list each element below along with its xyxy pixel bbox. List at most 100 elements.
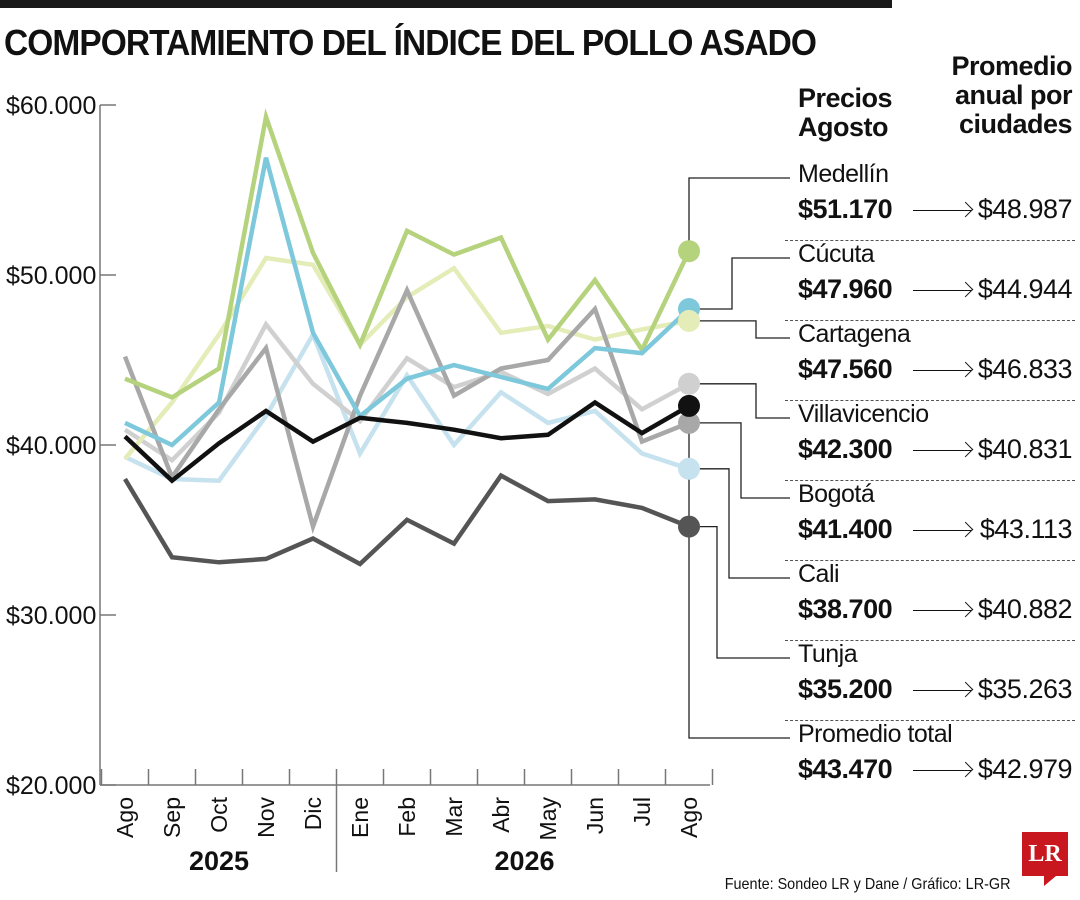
x-tick-label: Jun xyxy=(582,797,608,834)
end-point-medellin xyxy=(678,240,700,263)
leader-line-promedio-total xyxy=(688,405,790,739)
leader-line-tunja xyxy=(689,525,790,659)
annual-average: $40.831 xyxy=(977,434,1073,464)
city-name: Villavicencio xyxy=(798,400,929,428)
arrow-line xyxy=(913,690,971,691)
city-name: Cúcuta xyxy=(798,240,875,268)
city-name: Promedio total xyxy=(798,720,953,748)
row-separator xyxy=(785,320,1075,321)
row-separator xyxy=(785,480,1075,481)
arrow-icon xyxy=(957,281,974,298)
y-tick-label: $20.000 xyxy=(6,772,96,800)
august-price: $41.400 xyxy=(798,514,893,544)
city-name: Cartagena xyxy=(798,320,911,348)
annual-average: $35.263 xyxy=(977,674,1073,704)
arrow-icon xyxy=(957,521,974,538)
city-row: Cúcuta $47.960 $44.944 xyxy=(798,240,1074,320)
arrow-line xyxy=(913,610,971,611)
series-line-tunja xyxy=(123,472,690,567)
august-price: $47.560 xyxy=(798,354,893,384)
city-name: Medellín xyxy=(798,160,889,188)
series-line-cartagena xyxy=(123,255,690,461)
prices-header: Precios Agosto xyxy=(798,83,893,142)
arrow-line xyxy=(913,450,971,451)
source-note: Fuente: Sondeo LR y Dane / Gráfico: LR-G… xyxy=(724,876,1010,893)
annual-average: $42.979 xyxy=(977,754,1073,784)
y-tick-label: $50.000 xyxy=(6,262,96,290)
annual-average: $48.987 xyxy=(977,194,1073,224)
top-rule xyxy=(0,0,892,8)
leader-line-villavicencio xyxy=(689,383,790,419)
x-tick-label: Oct xyxy=(206,796,232,832)
lr-logo: LR xyxy=(1022,832,1068,876)
arrow-icon xyxy=(957,201,974,218)
row-separator xyxy=(785,720,1075,721)
line-chart: $20.000 $30.000 $40.000 $50.000 $60.000 Ago Se… xyxy=(6,92,790,876)
x-tick-label: Mar xyxy=(441,797,467,837)
arrow-icon xyxy=(957,441,974,458)
arrow-icon xyxy=(957,681,974,698)
x-tick-label: Ago xyxy=(676,797,702,838)
row-separator xyxy=(785,240,1075,241)
leader-line-bogota xyxy=(689,422,790,499)
august-price: $35.200 xyxy=(798,674,893,704)
annual-average: $40.882 xyxy=(977,594,1073,624)
annual-average: $44.944 xyxy=(977,274,1073,304)
arrow-line xyxy=(913,530,971,531)
leader-line-cartagena xyxy=(689,320,790,339)
august-price: $42.300 xyxy=(798,434,893,464)
arrow-icon xyxy=(957,601,974,618)
x-tick-label: Sep xyxy=(159,797,185,838)
city-name: Cali xyxy=(798,560,840,588)
city-row: Promedio total $43.470 $42.979 xyxy=(798,720,1074,800)
x-tick-label: Abr xyxy=(488,797,514,833)
y-tick-label: $40.000 xyxy=(6,432,96,460)
arrow-icon xyxy=(957,761,974,778)
arrow-line xyxy=(913,290,971,291)
august-price: $43.470 xyxy=(798,754,893,784)
end-point-cali xyxy=(678,457,700,480)
leader-line-cucuta xyxy=(689,257,790,310)
end-point-promedio-total xyxy=(678,394,700,417)
arrow-line xyxy=(913,770,971,771)
y-tick-label: $60.000 xyxy=(6,92,96,120)
city-row: Cartagena $47.560 $46.833 xyxy=(798,320,1074,400)
series-line-promedio-total xyxy=(123,399,691,484)
arrow-line xyxy=(913,210,971,211)
end-point-bogota xyxy=(678,411,700,434)
city-row: Bogotá $41.400 $43.113 xyxy=(798,480,1074,560)
x-tick-label: May xyxy=(535,797,561,841)
end-point-villavicencio xyxy=(678,372,700,395)
series-line-cucuta xyxy=(124,157,691,448)
city-row: Medellín $51.170 $48.987 xyxy=(798,160,1074,240)
row-separator xyxy=(785,640,1075,641)
arrow-icon xyxy=(957,361,974,378)
row-separator xyxy=(785,400,1075,401)
average-header: Promedio anual por ciudades xyxy=(951,51,1072,139)
city-row: Cali $38.700 $40.882 xyxy=(798,560,1074,640)
x-tick-label: Jul xyxy=(629,797,655,826)
city-name: Tunja xyxy=(798,640,858,668)
lr-logo-tail xyxy=(1044,876,1056,886)
august-price: $51.170 xyxy=(798,194,893,224)
x-tick-label: Dic xyxy=(300,797,326,830)
y-tick-label: $30.000 xyxy=(6,602,96,630)
year-label: 2026 xyxy=(494,846,554,876)
leader-line-cali xyxy=(689,468,790,579)
x-tick-label: Ene xyxy=(347,797,373,838)
annual-average: $43.113 xyxy=(979,514,1073,544)
year-label: 2025 xyxy=(189,846,249,876)
city-name: Bogotá xyxy=(798,480,875,508)
leader-line-medellin xyxy=(688,177,790,252)
end-point-cartagena xyxy=(678,309,700,332)
august-price: $38.700 xyxy=(798,594,893,624)
x-tick-label: Nov xyxy=(253,797,279,838)
city-row: Tunja $35.200 $35.263 xyxy=(798,640,1074,720)
city-row: Villavicencio $42.300 $40.831 xyxy=(798,400,1074,480)
series-line-medellin xyxy=(124,108,692,400)
series-line-cali xyxy=(124,329,690,483)
chart-title: COMPORTAMIENTO DEL ÍNDICE DEL POLLO ASAD… xyxy=(4,22,817,63)
august-price: $47.960 xyxy=(798,274,893,304)
row-separator xyxy=(785,560,1075,561)
arrow-line xyxy=(913,370,971,371)
